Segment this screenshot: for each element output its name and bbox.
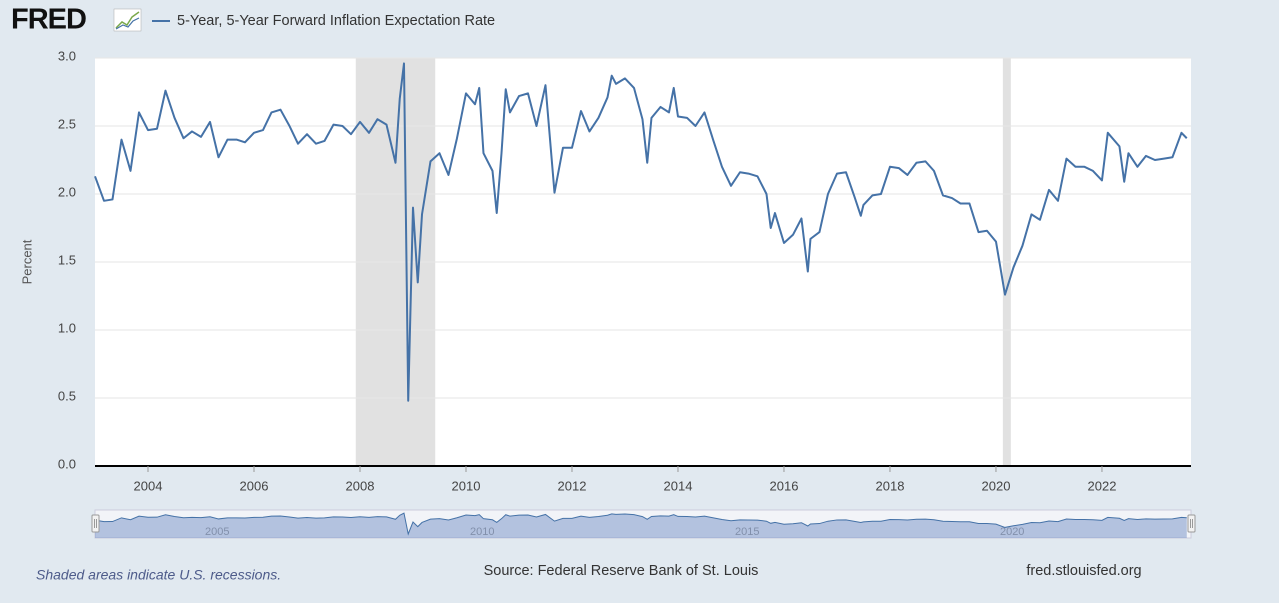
y-tick-label: 0.5 <box>58 388 76 403</box>
navigator-tick-label: 2010 <box>470 526 494 538</box>
navigator-tick-label: 2005 <box>205 526 229 538</box>
y-tick-label: 1.5 <box>58 252 76 267</box>
navigator-handle[interactable] <box>1187 514 1196 533</box>
data-line <box>94 62 1188 402</box>
navigator-line <box>94 512 1187 536</box>
y-tick-label: 3.0 <box>58 48 76 63</box>
logo-icon <box>113 8 142 32</box>
y-tick-label: 2.0 <box>58 184 76 199</box>
x-tick-label: 2022 <box>1088 478 1117 493</box>
y-tick-label: 2.5 <box>58 116 76 131</box>
y-axis-label: Percent <box>19 239 34 284</box>
navigator-tick-label: 2020 <box>1000 526 1024 538</box>
x-tick-label: 2006 <box>240 478 269 493</box>
x-tick-label: 2018 <box>876 478 905 493</box>
y-tick-label: 0.0 <box>58 456 76 471</box>
navigator-handle[interactable] <box>91 514 100 533</box>
x-tick-label: 2004 <box>134 478 163 493</box>
x-tick-label: 2012 <box>558 478 587 493</box>
x-tick-label: 2010 <box>452 478 481 493</box>
x-tick-label: 2014 <box>664 478 693 493</box>
site[interactable]: fred.stlouisfed.org <box>1026 563 1141 579</box>
source: Source: Federal Reserve Bank of St. Loui… <box>484 563 759 579</box>
navigator-area <box>95 513 1187 538</box>
x-tick-label: 2016 <box>770 478 799 493</box>
y-tick-label: 1.0 <box>58 320 76 335</box>
legend-label: 5-Year, 5-Year Forward Inflation Expecta… <box>177 13 495 29</box>
logo[interactable]: FRED <box>11 4 87 36</box>
footnote: Shaded areas indicate U.S. recessions. <box>36 567 281 583</box>
navigator-tick-label: 2015 <box>735 526 759 538</box>
x-tick-label: 2008 <box>346 478 375 493</box>
x-tick-label: 2020 <box>982 478 1011 493</box>
